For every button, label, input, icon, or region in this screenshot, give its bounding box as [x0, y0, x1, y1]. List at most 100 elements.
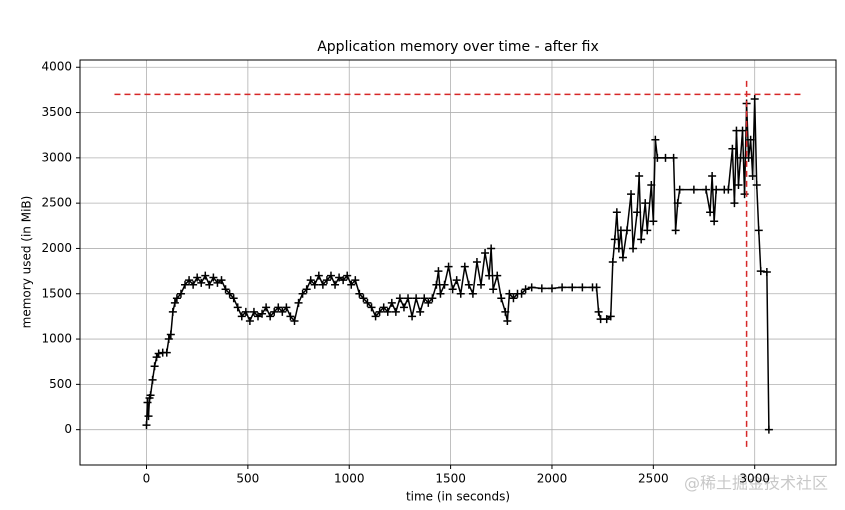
marker	[651, 135, 660, 144]
marker	[286, 312, 295, 321]
marker	[497, 294, 506, 303]
marker	[221, 285, 230, 294]
marker	[537, 284, 546, 293]
marker	[254, 312, 263, 321]
marker	[448, 285, 457, 294]
marker	[412, 294, 421, 303]
marker	[142, 421, 151, 430]
marker	[282, 303, 291, 312]
marker	[647, 181, 656, 190]
marker	[326, 271, 335, 280]
x-tick-label: 1500	[435, 472, 466, 486]
marker	[594, 307, 603, 316]
y-tick-label: 500	[49, 377, 72, 391]
marker	[728, 144, 737, 153]
y-axis-label: memory used (in MiB)	[20, 196, 34, 329]
marker	[746, 135, 755, 144]
marker	[339, 276, 348, 285]
marker	[404, 294, 413, 303]
x-tick-label: 2500	[638, 472, 669, 486]
marker	[671, 226, 680, 235]
marker	[762, 268, 771, 277]
marker	[266, 312, 275, 321]
marker	[379, 303, 388, 312]
marker	[627, 190, 636, 199]
marker	[629, 244, 638, 253]
marker	[689, 185, 698, 194]
marker	[162, 348, 171, 357]
x-axis-label: time (in seconds)	[406, 490, 510, 504]
marker	[154, 349, 163, 358]
marker	[150, 362, 159, 371]
marker	[602, 315, 611, 324]
marker	[383, 307, 392, 316]
marker	[521, 285, 530, 294]
marker	[436, 289, 445, 298]
marker	[744, 153, 753, 162]
x-tick-label: 1000	[334, 472, 365, 486]
marker	[306, 276, 315, 285]
marker	[274, 303, 283, 312]
y-tick-label: 3000	[41, 150, 72, 164]
marker	[166, 330, 175, 339]
marker	[527, 283, 536, 292]
marker	[428, 294, 437, 303]
marker	[509, 294, 518, 303]
marker	[440, 280, 449, 289]
marker	[185, 276, 194, 285]
marker	[322, 276, 331, 285]
marker	[612, 208, 621, 217]
x-tick-label: 2000	[537, 472, 568, 486]
x-tick-label: 3000	[739, 472, 770, 486]
marker	[395, 294, 404, 303]
marker	[730, 199, 739, 208]
marker	[635, 171, 644, 180]
x-tick-label: 500	[236, 472, 259, 486]
marker	[193, 273, 202, 282]
marker	[143, 398, 152, 407]
marker	[558, 283, 567, 292]
plot-frame	[79, 59, 837, 466]
chart-title: Application memory over time - after fix	[317, 39, 599, 55]
marker	[314, 271, 323, 280]
marker	[318, 280, 327, 289]
marker	[754, 226, 763, 235]
marker	[481, 248, 490, 257]
marker	[148, 375, 157, 384]
y-tick-label: 0	[64, 422, 72, 436]
marker	[578, 283, 587, 292]
marker	[331, 280, 340, 289]
marker	[764, 425, 773, 434]
marker	[375, 307, 384, 316]
marker	[172, 294, 181, 303]
marker	[503, 316, 512, 325]
marker	[477, 280, 486, 289]
marker	[653, 153, 662, 162]
marker	[201, 271, 210, 280]
marker	[399, 303, 408, 312]
marker	[363, 298, 372, 307]
marker	[464, 280, 473, 289]
marker	[750, 94, 759, 103]
marker	[164, 335, 173, 344]
marker	[489, 285, 498, 294]
marker	[298, 289, 307, 298]
marker	[351, 276, 360, 285]
marker	[144, 412, 153, 421]
marker	[456, 289, 465, 298]
marker	[176, 289, 185, 298]
marker	[661, 153, 670, 162]
marker	[258, 309, 267, 318]
y-tick-label: 2500	[41, 196, 72, 210]
marker	[146, 391, 155, 400]
marker	[408, 312, 417, 321]
marker	[637, 235, 646, 244]
marker	[756, 267, 765, 276]
y-tick-label: 1000	[41, 332, 72, 346]
marker	[170, 298, 179, 307]
marker	[270, 307, 279, 316]
marker	[708, 171, 717, 180]
marker	[669, 153, 678, 162]
marker	[197, 278, 206, 287]
